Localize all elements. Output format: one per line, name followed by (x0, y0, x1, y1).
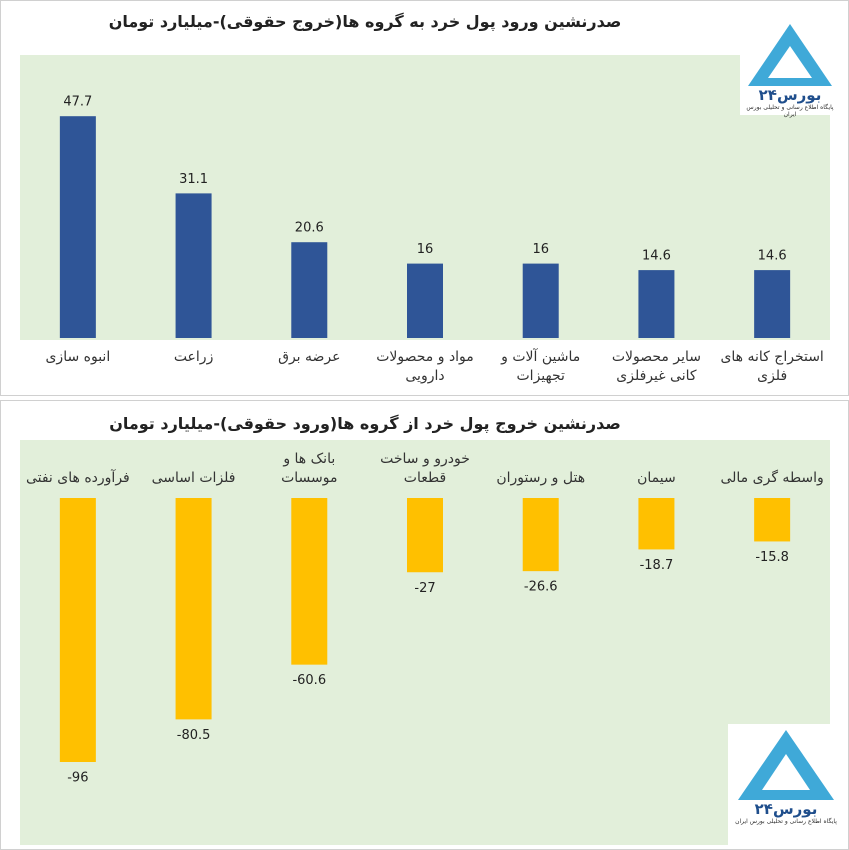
bar (522, 498, 559, 572)
logo-name: بورس۲۴ (758, 86, 822, 104)
bar (175, 498, 212, 720)
bar (407, 498, 443, 573)
bar (407, 263, 443, 338)
logo-icon (748, 24, 832, 86)
x-tick-label: سیمان (637, 470, 676, 486)
value-label: -60.6 (292, 673, 326, 688)
x-tick-label: هتل و رستوران (496, 470, 586, 486)
chart-title: صدرنشین ورود پول خرد به گروه ها(خروج حقو… (108, 12, 622, 31)
logo-name: بورس۲۴ (754, 800, 818, 818)
value-label: -15.8 (755, 550, 789, 565)
x-tick-label: واسطه گری مالی (720, 470, 824, 486)
x-tick-label: انبوه سازی (45, 349, 111, 365)
logo-icon (738, 730, 834, 800)
bar (522, 263, 559, 338)
value-label: -18.7 (640, 558, 674, 573)
x-tick-label: بانک ها و موسسات (281, 451, 338, 486)
bar (291, 498, 328, 665)
x-tick-label: عرضه برق (278, 349, 341, 365)
value-label: -27 (414, 581, 435, 596)
x-tick-label: مواد و محصولات دارویی (376, 349, 474, 384)
chart-title: صدرنشین خروج پول خرد از گروه ها(ورود حقو… (109, 414, 621, 433)
value-label: 31.1 (179, 172, 208, 187)
bar (59, 498, 96, 762)
bar (291, 242, 328, 338)
value-label: 20.6 (295, 221, 324, 236)
value-label: 14.6 (758, 249, 787, 264)
x-tick-label: فرآورده های نفتی (25, 470, 130, 486)
value-label: 16 (532, 242, 549, 257)
x-tick-label: سایر محصولات کانی غیرفلزی (611, 349, 701, 384)
logo-tagline: پایگاه اطلاع رسانی و تحلیلی بورس ایران (746, 104, 834, 118)
value-label: -26.6 (524, 580, 558, 595)
x-tick-label: ماشین آلات و تجهیزات (501, 349, 581, 384)
bar (638, 498, 675, 550)
logo-tagline: پایگاه اطلاع رسانی و تحلیلی بورس ایران (735, 818, 837, 825)
value-label: 14.6 (642, 249, 671, 264)
value-label: 16 (417, 242, 434, 257)
bar (59, 116, 96, 338)
bar (754, 270, 791, 338)
bar (754, 498, 791, 542)
bar (175, 193, 212, 338)
value-label: -96 (67, 771, 88, 786)
value-label: 47.7 (63, 95, 92, 110)
x-tick-label: فلزات اساسی (151, 470, 236, 486)
x-tick-label: زراعت (173, 349, 214, 365)
logo: بورس۲۴ پایگاه اطلاع رسانی و تحلیلی بورس … (740, 20, 840, 118)
x-tick-label: خودرو و ساخت قطعات (380, 451, 470, 486)
bar (638, 270, 675, 338)
logo: بورس۲۴ پایگاه اطلاع رسانی و تحلیلی بورس … (728, 724, 844, 846)
value-label: -80.5 (177, 728, 211, 743)
x-tick-label: استخراج کانه های فلزی (720, 349, 824, 384)
